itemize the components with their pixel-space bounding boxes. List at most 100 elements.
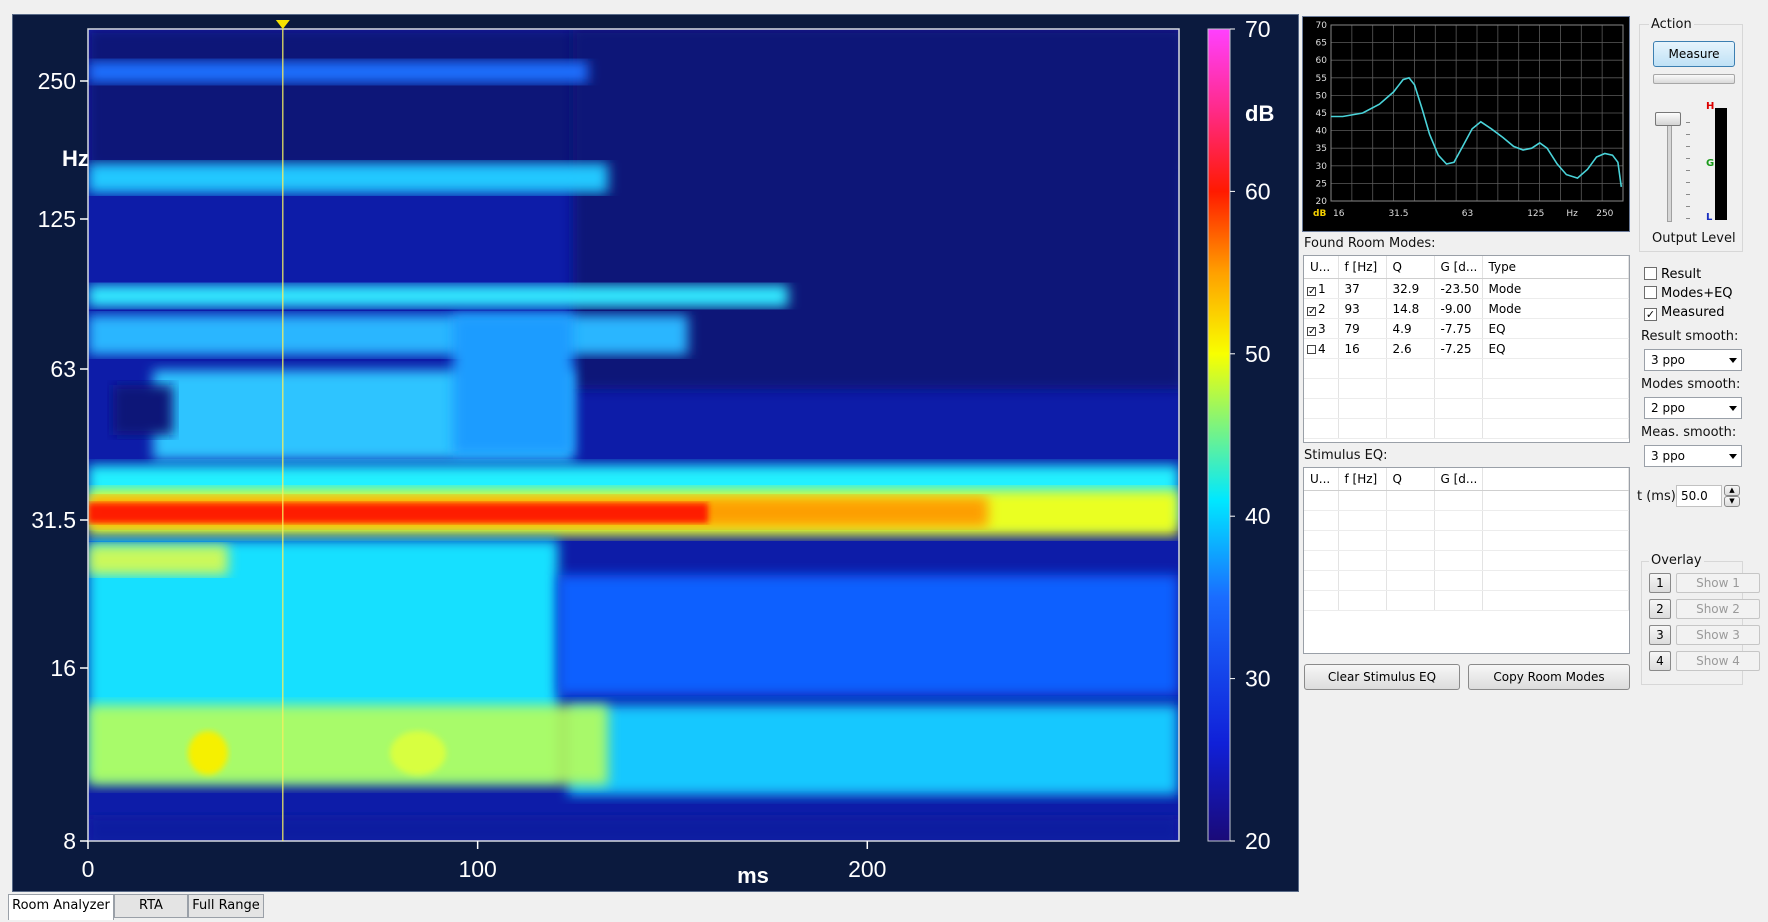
spectrogram-chart[interactable]: 250 125 63 31.5 16 8 Hz 0 100 200 ms 70 60 50 40 30… [13, 15, 1300, 893]
col-header-g[interactable]: G [d... [1434, 256, 1483, 279]
use-checkbox[interactable]: ✓ [1307, 325, 1317, 337]
time-cursor-marker[interactable] [275, 20, 290, 29]
clear-stimulus-eq-button[interactable]: Clear Stimulus EQ [1304, 664, 1460, 690]
output-level-slider-thumb[interactable] [1655, 112, 1681, 126]
frequency-response-mini-graph[interactable]: 70 65 60 55 50 45 40 35 30 25 20 dB 16 31.5 63 125 250 H… [1302, 16, 1630, 232]
use-checkbox[interactable]: ✓ [1307, 285, 1317, 297]
table-row[interactable]: ✓ 3 79 4.9 -7.75 EQ [1304, 318, 1629, 339]
cell-empty [1386, 550, 1435, 571]
mini-y-tick-label: 70 [1316, 21, 1328, 31]
show-1-button[interactable]: Show 1 [1676, 573, 1760, 593]
overlay-4-button[interactable]: 4 [1649, 651, 1671, 671]
overlay-2-button[interactable]: 2 [1649, 599, 1671, 619]
cell-f[interactable]: 16 [1338, 338, 1387, 359]
cell-type[interactable]: EQ [1482, 338, 1629, 359]
cell-f[interactable]: 93 [1338, 298, 1387, 319]
measure-button[interactable]: Measure [1653, 41, 1735, 67]
cell-use[interactable]: ✓ 3 [1304, 318, 1339, 339]
overlay-group-title: Overlay [1649, 553, 1704, 568]
modes-smooth-select[interactable]: 2 ppo [1644, 397, 1742, 419]
chevron-down-icon [1729, 358, 1737, 363]
cell-empty [1338, 590, 1387, 611]
cell-type[interactable]: EQ [1482, 318, 1629, 339]
cell-empty [1434, 378, 1483, 399]
col-header-f[interactable]: f [Hz] [1338, 256, 1387, 279]
col-header-g[interactable]: G [d... [1434, 468, 1483, 491]
measured-checkbox[interactable]: ✓ Measured [1644, 305, 1725, 321]
cell-use[interactable]: 4 [1304, 338, 1339, 359]
mini-graph-x-axis: dB 16 31.5 63 125 250 Hz [1313, 209, 1614, 219]
cell-type[interactable]: Mode [1482, 298, 1629, 319]
slider-tick [1686, 170, 1690, 171]
action-group-title: Action [1649, 17, 1694, 32]
meas-smooth-select[interactable]: 3 ppo [1644, 445, 1742, 467]
mini-y-tick-label: 35 [1316, 144, 1327, 154]
use-checkbox[interactable]: ✓ [1307, 305, 1317, 317]
cell-g[interactable]: -23.50 [1434, 278, 1483, 299]
show-3-button[interactable]: Show 3 [1676, 625, 1760, 645]
slider-tick [1686, 194, 1690, 195]
cell-f[interactable]: 79 [1338, 318, 1387, 339]
cell-empty [1338, 530, 1387, 551]
table-row[interactable]: 4 16 2.6 -7.25 EQ [1304, 338, 1629, 359]
colorbar-tick-label: 50 [1245, 341, 1271, 367]
cell-empty [1386, 530, 1435, 551]
show-2-button[interactable]: Show 2 [1676, 599, 1760, 619]
x-axis: 0 100 200 [82, 841, 886, 882]
y-tick-label: 125 [38, 206, 76, 232]
slider-tick [1686, 146, 1690, 147]
cell-f[interactable]: 37 [1338, 278, 1387, 299]
table-row[interactable]: ✓ 1 37 32.9 -23.50 Mode [1304, 278, 1629, 299]
overlay-1-button[interactable]: 1 [1649, 573, 1671, 593]
cell-use[interactable]: ✓ 2 [1304, 298, 1339, 319]
use-checkbox[interactable] [1307, 344, 1316, 354]
measured-checkbox-box[interactable]: ✓ [1644, 308, 1657, 321]
cell-g[interactable]: -7.75 [1434, 318, 1483, 339]
cell-empty [1434, 550, 1483, 571]
cell-q[interactable]: 2.6 [1386, 338, 1435, 359]
level-meter [1715, 108, 1727, 220]
cell-type[interactable]: Mode [1482, 278, 1629, 299]
cell-g[interactable]: -7.25 [1434, 338, 1483, 359]
result-smooth-select[interactable]: 3 ppo [1644, 349, 1742, 371]
tab-rta[interactable]: RTA [114, 894, 188, 918]
spectrogram-panel[interactable]: 250 125 63 31.5 16 8 Hz 0 100 200 ms 70 60 50 40 30… [12, 14, 1299, 892]
col-header-type[interactable]: Type [1482, 256, 1629, 279]
modes-eq-checkbox[interactable]: Modes+EQ [1644, 286, 1733, 301]
cell-empty [1482, 418, 1629, 439]
meter-low-label: L [1706, 212, 1713, 223]
cell-empty [1482, 570, 1629, 591]
cell-q[interactable]: 4.9 [1386, 318, 1435, 339]
tab-room-analyzer[interactable]: Room Analyzer [8, 894, 114, 920]
cell-empty [1386, 378, 1435, 399]
tab-full-range[interactable]: Full Range [188, 894, 264, 918]
room-modes-grid[interactable]: U... f [Hz] Q G [d... Type ✓ 1 37 32.9 -23.5… [1303, 255, 1630, 443]
show-4-button[interactable]: Show 4 [1676, 651, 1760, 671]
col-header-use[interactable]: U... [1304, 256, 1339, 279]
cell-g[interactable]: -9.00 [1434, 298, 1483, 319]
col-header-f[interactable]: f [Hz] [1338, 468, 1387, 491]
modes-eq-checkbox-box[interactable] [1644, 286, 1657, 299]
col-header-q[interactable]: Q [1386, 468, 1435, 491]
t-ms-input[interactable]: 50.0 [1676, 485, 1722, 507]
table-row-empty [1304, 550, 1629, 571]
cell-empty [1386, 570, 1435, 591]
cell-q[interactable]: 32.9 [1386, 278, 1435, 299]
overlay-3-button[interactable]: 3 [1649, 625, 1671, 645]
t-ms-increment-button[interactable]: ▲ [1724, 485, 1740, 496]
col-header-q[interactable]: Q [1386, 256, 1435, 279]
stimulus-eq-grid[interactable]: U... f [Hz] Q G [d... [1303, 467, 1630, 654]
cell-use[interactable]: ✓ 1 [1304, 278, 1339, 299]
cell-q[interactable]: 14.8 [1386, 298, 1435, 319]
result-checkbox-box[interactable] [1644, 267, 1657, 280]
slider-tick [1686, 158, 1690, 159]
cell-empty [1304, 398, 1339, 419]
output-level-slider-track[interactable] [1667, 120, 1672, 222]
table-row[interactable]: ✓ 2 93 14.8 -9.00 Mode [1304, 298, 1629, 319]
col-header-use[interactable]: U... [1304, 468, 1339, 491]
t-ms-decrement-button[interactable]: ▼ [1724, 496, 1740, 507]
meter-good-label: G [1706, 158, 1715, 169]
copy-room-modes-button[interactable]: Copy Room Modes [1468, 664, 1630, 690]
meter-high-label: H [1706, 101, 1715, 112]
result-checkbox[interactable]: Result [1644, 267, 1701, 282]
